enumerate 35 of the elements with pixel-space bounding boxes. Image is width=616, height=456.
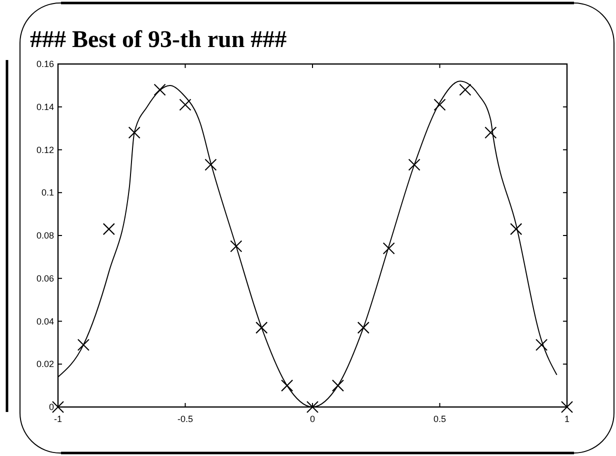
x-tick-label: 1	[564, 414, 570, 424]
point	[510, 223, 522, 236]
point	[204, 158, 217, 171]
point	[560, 400, 574, 414]
point	[256, 322, 268, 334]
point	[357, 322, 370, 334]
point	[154, 84, 166, 96]
y-tick-label: 0.02	[36, 359, 54, 370]
x-tick-label: 0.5	[433, 414, 446, 424]
point	[179, 98, 192, 111]
point	[230, 240, 242, 252]
point	[382, 242, 395, 254]
x-tick-label: -1	[54, 414, 62, 424]
y-tick-label: 0.16	[36, 59, 54, 69]
point	[408, 158, 420, 171]
point	[434, 98, 446, 111]
x-tick-label: -0.5	[177, 414, 194, 424]
y-tick-label: 0.14	[36, 102, 54, 112]
y-tick-label: 0	[48, 402, 54, 412]
point	[306, 400, 319, 414]
point	[484, 126, 497, 139]
point	[128, 126, 140, 139]
x-tick-label: 0	[310, 414, 316, 424]
y-tick-label: 0.08	[36, 230, 54, 240]
y-tick-label: 0.1	[41, 188, 54, 198]
point	[536, 338, 548, 351]
point	[77, 338, 90, 351]
point	[332, 380, 344, 392]
y-tick-label: 0.06	[36, 273, 54, 284]
chart-title: ### Best of 93-th run ###	[30, 27, 287, 53]
y-tick-label: 0.12	[36, 144, 54, 155]
point	[459, 84, 472, 96]
point	[102, 223, 115, 236]
y-tick-label: 0.04	[36, 316, 54, 326]
point	[281, 380, 294, 392]
